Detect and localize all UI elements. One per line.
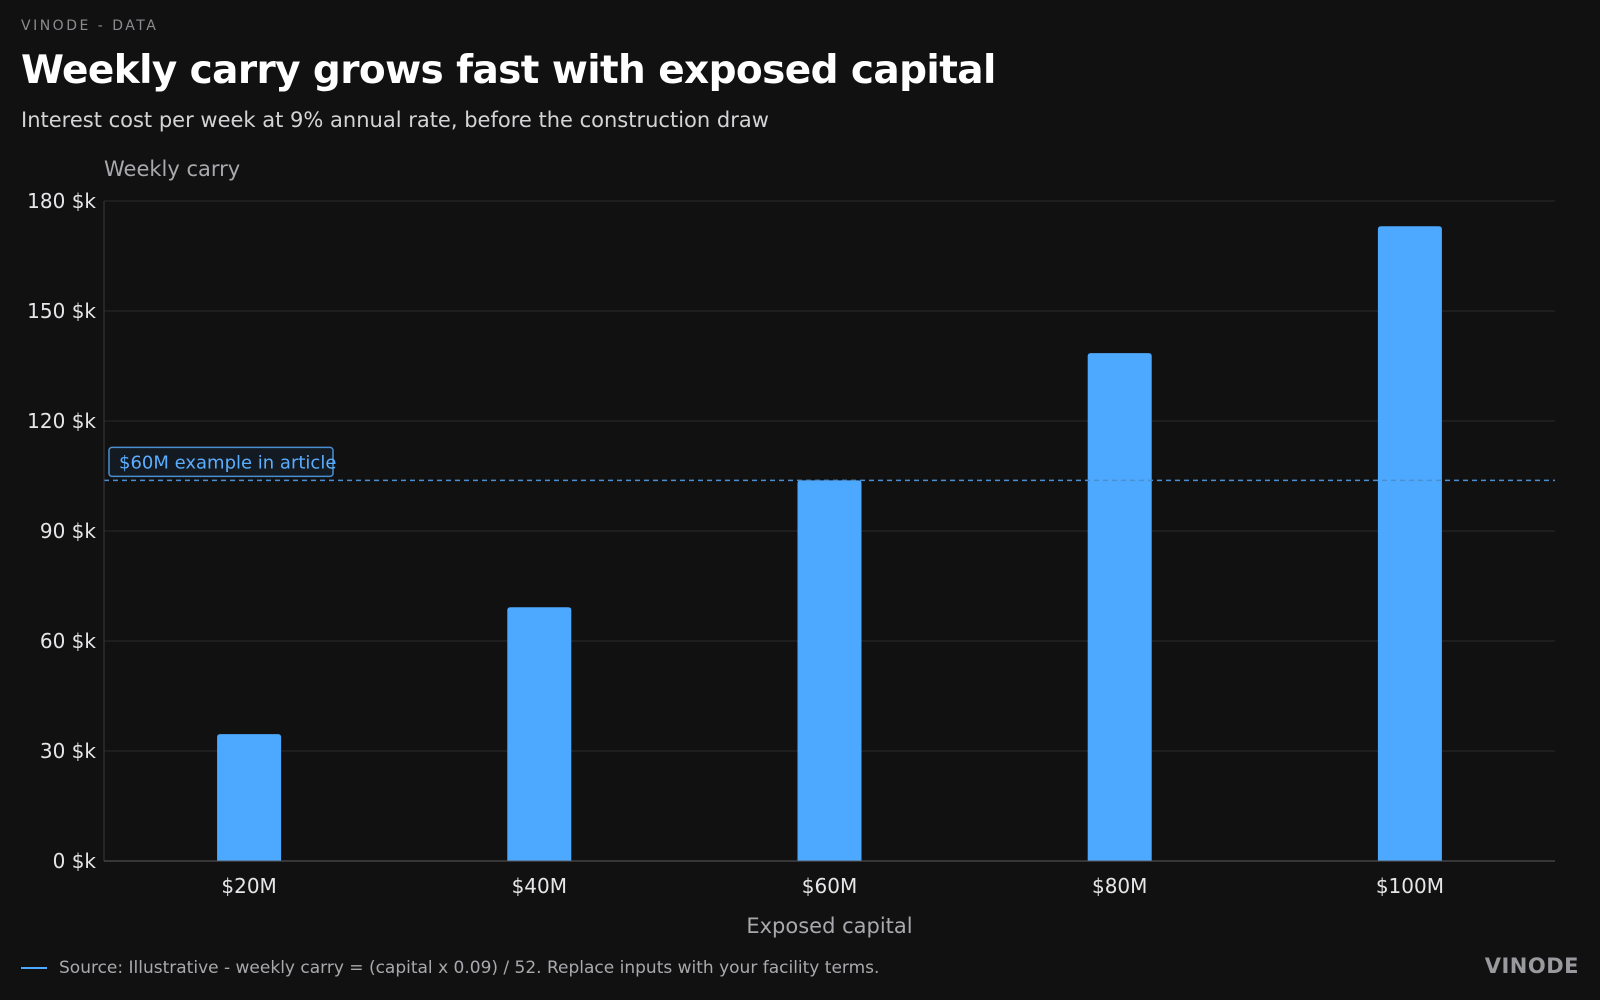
source-swatch [21, 967, 47, 969]
x-tick-label: $20M [221, 874, 276, 898]
axis-layer: 0 $k 30 $k 60 $k 90 $k 120 $k 150 $k 180 $k $20… [27, 157, 1555, 938]
y-tick-label: 0 $k [53, 849, 97, 873]
reference-layer: $60M example in article [104, 446, 1555, 482]
bar-layer [217, 226, 1442, 862]
y-tick-label: 120 $k [27, 409, 96, 433]
reference-label: $60M example in article [119, 452, 336, 473]
y-axis-title: Weekly carry [104, 157, 240, 181]
bar [1377, 226, 1442, 862]
y-tick-label: 60 $k [40, 629, 97, 653]
x-tick-label: $40M [512, 874, 567, 898]
brand-logo: VINODE [1484, 954, 1579, 978]
chart-subtitle: Interest cost per week at 9% annual rate… [21, 108, 769, 132]
reference-label-box [108, 446, 334, 478]
y-tick-label: 30 $k [40, 739, 97, 763]
source-text: Source: Illustrative - weekly carry = (c… [59, 958, 880, 978]
x-tick-label: $100M [1376, 874, 1444, 898]
y-tick-label: 180 $k [27, 189, 96, 213]
bar [797, 480, 862, 861]
x-tick-label: $60M [802, 874, 857, 898]
bar [217, 734, 282, 861]
y-tick-label: 90 $k [40, 519, 97, 543]
chart-title: Weekly carry grows fast with exposed cap… [21, 48, 996, 93]
bar [507, 607, 572, 861]
eyebrow-label: VINODE - DATA [21, 18, 159, 34]
x-axis-title: Exposed capital [746, 914, 912, 938]
y-tick-label: 150 $k [27, 299, 96, 323]
bar [1087, 353, 1152, 861]
bar-chart: $60M example in article 0 $k 30 $k 60 $k 90… [27, 157, 1555, 938]
source-note: Source: Illustrative - weekly carry = (c… [21, 956, 879, 980]
x-tick-label: $80M [1092, 874, 1147, 898]
